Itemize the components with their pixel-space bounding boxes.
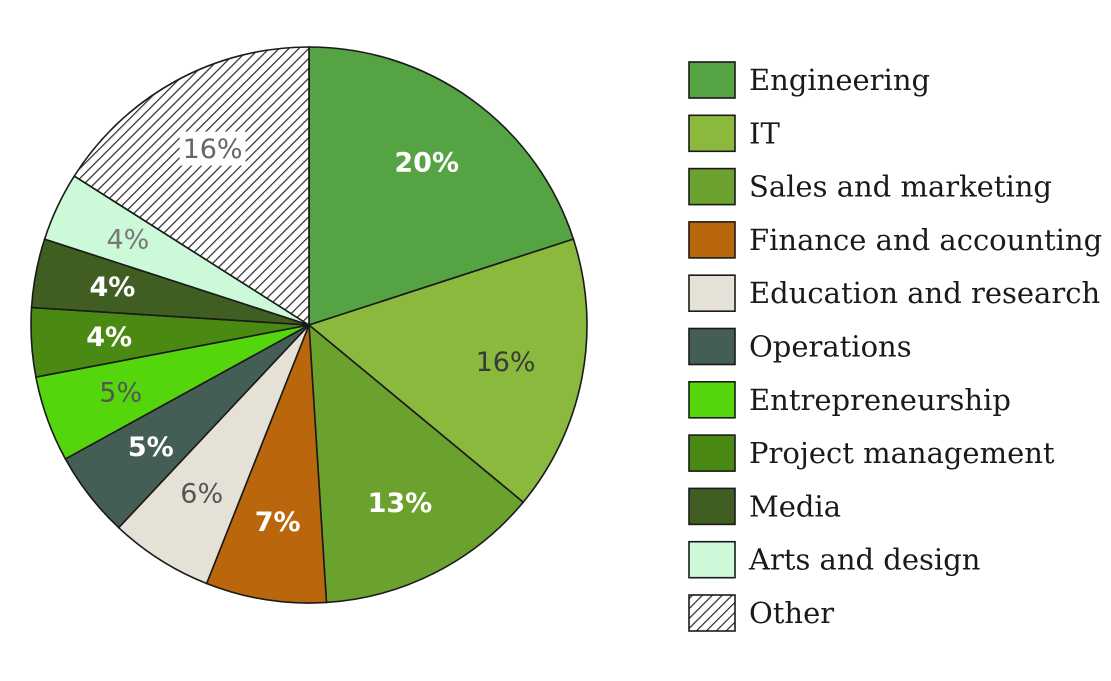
pie-slice-it [307, 238, 588, 504]
value-label-other: 16% [183, 134, 243, 165]
pie-slices [30, 46, 588, 604]
legend-item-engineering: Engineering [688, 61, 930, 99]
legend-label: Operations [749, 330, 912, 364]
legend-item-entrepreneurship: Entrepreneurship [688, 380, 1011, 419]
legend-swatch [688, 594, 736, 632]
legend-swatch [688, 167, 736, 206]
pie-slice-other [73, 46, 310, 327]
pie-slice-finance-and-accounting [205, 324, 328, 604]
pie-slice-engineering [308, 46, 575, 327]
value-label-media: 4% [89, 272, 135, 303]
value-label-background [179, 131, 246, 166]
legend-swatch [688, 221, 736, 259]
value-label-sales-and-marketing: 13% [368, 488, 433, 519]
value-label-finance-and-accounting: 7% [255, 507, 301, 538]
legend-label: Project management [749, 436, 1055, 470]
legend-item-sales-and-marketing: Sales and marketing [688, 167, 1052, 206]
legend-label: Engineering [749, 63, 930, 97]
pie-value-labels: 20%16%13%7%6%5%5%4%4%4%16% [86, 131, 536, 538]
legend-item-arts-and-design: Arts and design [688, 540, 980, 579]
legend-label: Entrepreneurship [749, 383, 1011, 417]
legend-swatch [688, 434, 736, 472]
value-label-operations: 5% [128, 432, 174, 463]
value-label-education-and-research: 6% [180, 479, 223, 510]
legend: Engineering IT Sales and marketing Finance … [688, 61, 1102, 632]
legend-swatch [688, 114, 736, 153]
legend-item-education-and-research: Education and research [688, 274, 1100, 313]
legend-item-media: Media [688, 487, 841, 526]
legend-label: IT [749, 116, 780, 150]
legend-swatch [688, 274, 736, 313]
legend-swatch [688, 61, 736, 99]
legend-item-finance-and-accounting: Finance and accounting [688, 221, 1102, 259]
value-label-project-management: 4% [86, 322, 132, 353]
value-label-arts-and-design: 4% [106, 224, 149, 255]
legend-label: Arts and design [748, 543, 980, 577]
value-label-engineering: 20% [394, 148, 459, 179]
legend-item-operations: Operations [688, 327, 912, 366]
legend-swatch [688, 327, 736, 366]
legend-swatch [688, 380, 736, 419]
legend-label: Other [749, 596, 834, 630]
legend-item-other: Other [688, 594, 834, 632]
value-label-entrepreneurship: 5% [99, 377, 142, 408]
legend-item-it: IT [688, 114, 780, 153]
legend-label: Education and research [749, 276, 1100, 310]
value-label-it: 16% [476, 347, 536, 378]
pie-slice-sales-and-marketing [308, 323, 525, 604]
legend-swatch [688, 540, 736, 579]
legend-label: Finance and accounting [749, 223, 1102, 257]
legend-label: Sales and marketing [749, 170, 1052, 204]
legend-item-project-management: Project management [688, 434, 1055, 472]
legend-label: Media [749, 489, 841, 523]
legend-swatch [688, 487, 736, 526]
